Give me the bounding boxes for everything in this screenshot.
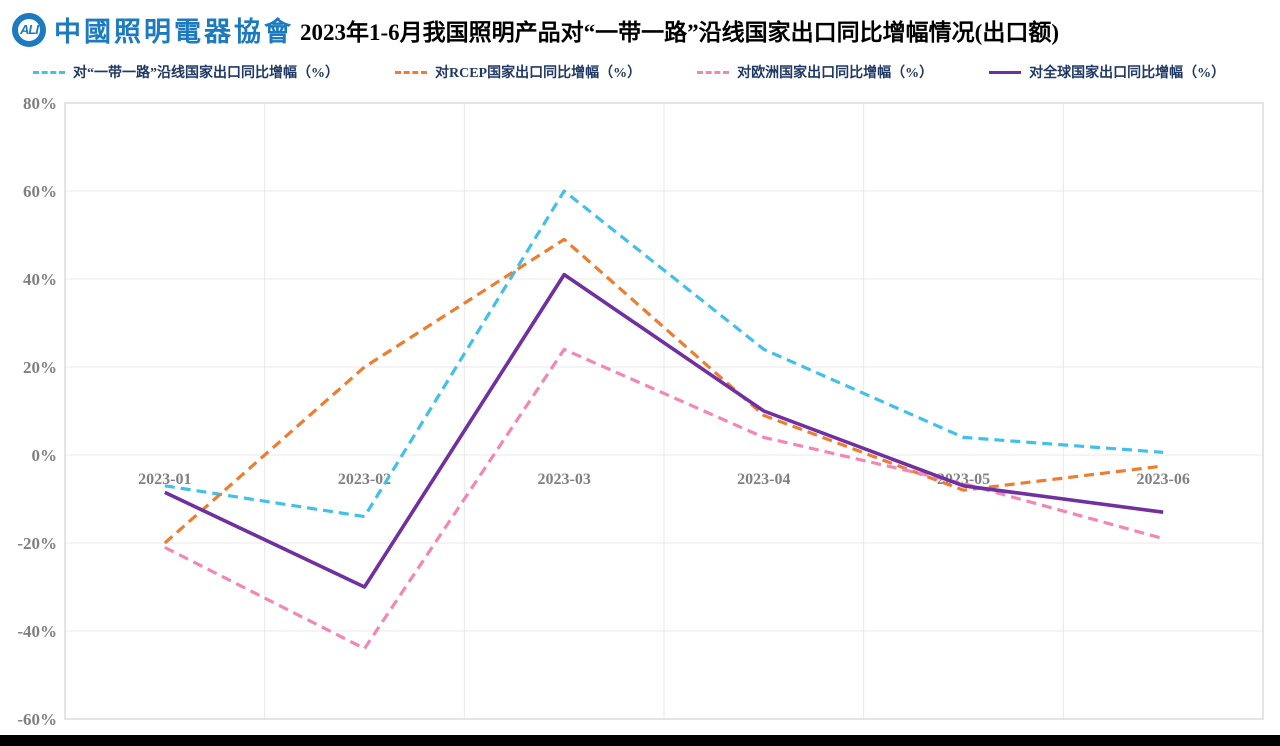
svg-text:2023-01: 2023-01 [138,471,191,488]
svg-text:2023-02: 2023-02 [338,471,391,488]
legend-label: 对全球国家出口同比增幅（%） [1029,66,1226,81]
svg-text:2023-06: 2023-06 [1137,471,1190,488]
svg-text:-60%: -60% [17,710,57,729]
legend-line-swatch [989,70,1022,74]
legend-line-swatch [395,70,427,74]
svg-text:2023-03: 2023-03 [538,471,591,488]
cali-logo-icon: ALI [12,12,46,47]
header: ALI 中國照明電器協會 2023年1-6月我国照明产品对“一带一路”沿线国家出… [0,0,1280,58]
legend-item-0: 对“一带一路”沿线国家出口同比增幅（%） [33,62,339,82]
legend-label: 对“一带一路”沿线国家出口同比增幅（%） [73,66,339,81]
svg-text:20%: 20% [23,358,57,377]
svg-text:40%: 40% [23,270,57,289]
legend-item-2: 对欧洲国家出口同比增幅（%） [697,62,933,82]
legend-line-swatch [697,70,730,74]
logo-org-name: 中國照明電器協會 [54,17,294,47]
chart-title: 2023年1-6月我国照明产品对“一带一路”沿线国家出口同比增幅情况(出口额) [300,20,1059,45]
svg-text:2023-04: 2023-04 [737,471,790,488]
legend-label: 对欧洲国家出口同比增幅（%） [737,66,934,81]
bottom-black-bar [0,735,1280,746]
legend-label: 对RCEP国家出口同比增幅（%） [435,66,642,81]
svg-text:-20%: -20% [17,534,57,553]
svg-text:60%: 60% [23,182,57,201]
legend-line-swatch [33,70,65,74]
svg-text:80%: 80% [23,94,57,113]
legend-item-1: 对RCEP国家出口同比增幅（%） [395,62,641,82]
legend-item-3: 对全球国家出口同比增幅（%） [989,62,1225,82]
svg-text:-40%: -40% [17,622,57,641]
svg-text:0%: 0% [32,446,58,465]
chart-legend: 对“一带一路”沿线国家出口同比增幅（%） 对RCEP国家出口同比增幅（%） 对欧洲国… [33,62,1225,82]
cali-logo: ALI 中國照明電器協會 [12,10,294,49]
